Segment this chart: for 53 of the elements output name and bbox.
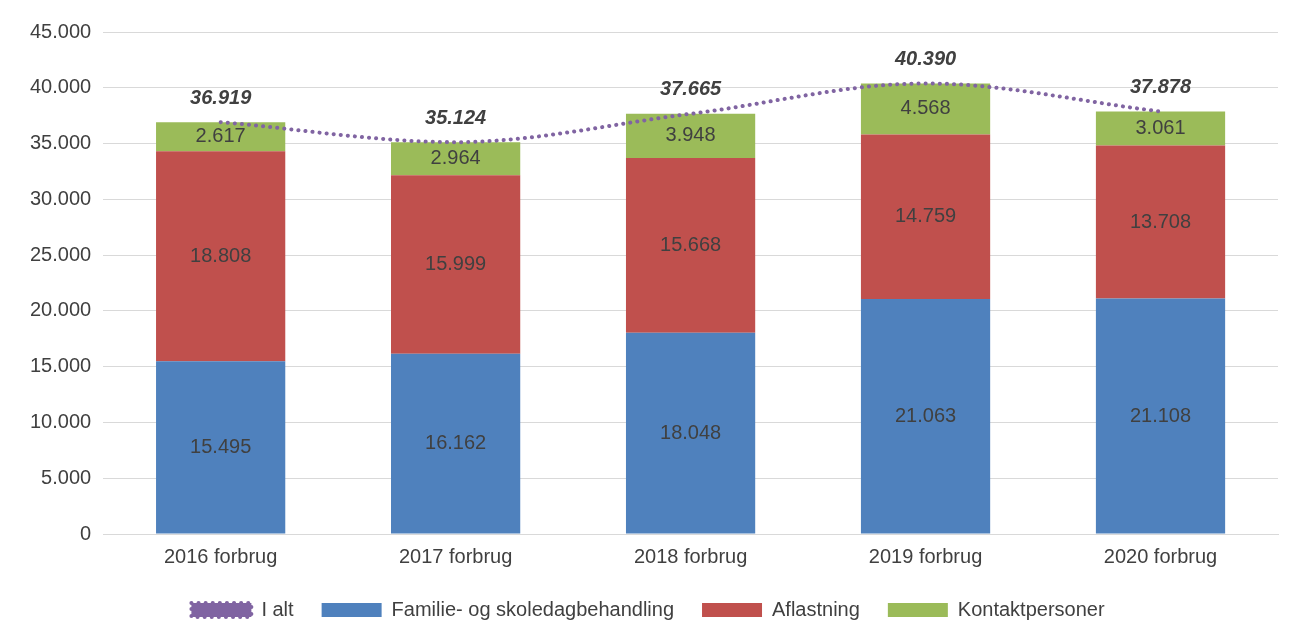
y-tick-label: 45.000 xyxy=(30,19,92,42)
data-label: 3.061 xyxy=(1135,116,1186,139)
data-label: 4.568 xyxy=(900,96,951,119)
bar xyxy=(391,353,521,534)
bar xyxy=(1095,111,1226,146)
bar xyxy=(860,83,991,135)
data-label: 18.048 xyxy=(660,420,722,443)
bar xyxy=(391,175,521,354)
data-label: 21.108 xyxy=(1129,403,1192,426)
x-tick-label: 2020 forbrug xyxy=(1103,544,1218,567)
data-label: 15.668 xyxy=(660,232,722,255)
data-label: 36.919 xyxy=(190,85,253,108)
data-label: 16.162 xyxy=(425,431,487,454)
data-label: 14.759 xyxy=(894,204,957,227)
data-label: 37.665 xyxy=(660,77,723,100)
data-label: 21.063 xyxy=(894,403,957,426)
x-tick-label: 2016 forbrug xyxy=(163,544,278,567)
y-tick-label: 0 xyxy=(80,521,92,544)
data-label: 40.390 xyxy=(893,46,957,69)
bar xyxy=(625,157,756,333)
data-label: 2.617 xyxy=(195,124,246,147)
y-tick-label: 20.000 xyxy=(30,298,92,321)
bar xyxy=(1095,298,1226,534)
x-tick-label: 2017 forbrug xyxy=(398,544,513,567)
legend-label: Aflastning xyxy=(772,597,860,620)
y-tick-label: 30.000 xyxy=(30,186,92,209)
data-label: 2.964 xyxy=(430,146,481,169)
data-label: 35.124 xyxy=(425,105,487,128)
data-label: 3.948 xyxy=(665,123,716,146)
data-label: 15.495 xyxy=(190,434,252,457)
x-tick-label: 2018 forbrug xyxy=(633,544,748,567)
data-label: 37.878 xyxy=(1129,74,1192,97)
legend-label: Kontaktpersoner xyxy=(957,597,1105,620)
bar xyxy=(156,151,286,362)
bar xyxy=(860,134,991,300)
data-label: 15.999 xyxy=(425,251,487,274)
y-tick-label: 35.000 xyxy=(30,131,92,154)
bar xyxy=(625,113,756,158)
data-label: 18.808 xyxy=(190,243,252,266)
bar xyxy=(156,361,286,534)
legend-label: I alt xyxy=(261,597,295,620)
x-tick-label: 2019 forbrug xyxy=(868,544,983,567)
bar xyxy=(391,142,521,176)
bar xyxy=(1095,145,1226,299)
y-tick-label: 10.000 xyxy=(30,409,92,432)
y-tick-label: 5.000 xyxy=(41,465,92,488)
legend-label: Familie- og skoledagbehandling xyxy=(391,597,675,620)
data-label: 13.708 xyxy=(1129,209,1192,232)
y-tick-label: 25.000 xyxy=(30,242,92,265)
bar xyxy=(860,299,991,534)
bar xyxy=(625,332,756,534)
y-tick-label: 15.000 xyxy=(30,354,92,377)
y-tick-label: 40.000 xyxy=(30,75,92,98)
